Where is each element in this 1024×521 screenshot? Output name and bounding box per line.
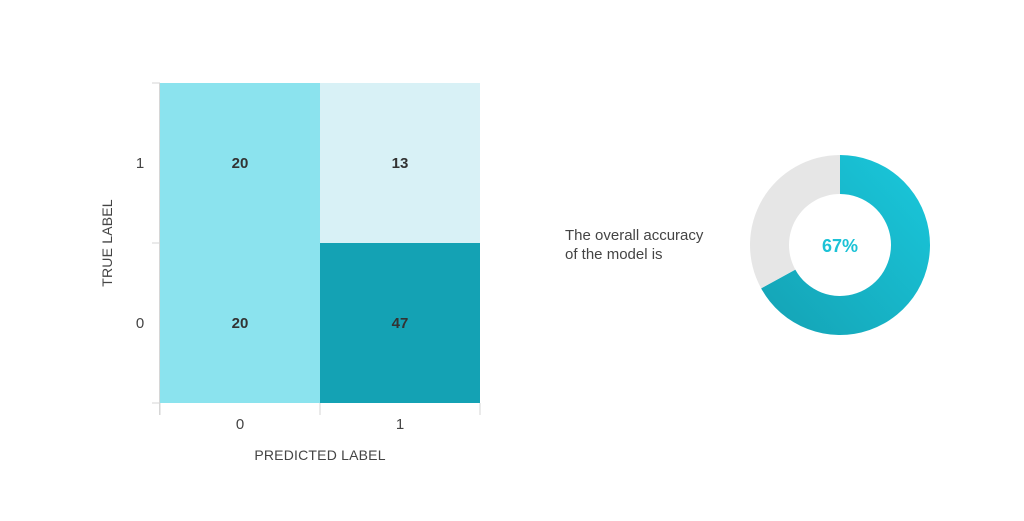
matrix-cells: 20 13 20 47 — [160, 83, 480, 403]
matrix-cell-value-1-1: 47 — [392, 315, 409, 332]
donut-slices — [750, 155, 930, 335]
matrix-cell-0-0 — [160, 83, 320, 243]
donut-center-label: 67% — [822, 236, 858, 256]
matrix-axes: 1 0 0 1 — [136, 82, 481, 433]
confusion-matrix-chart: 20 13 20 47 1 0 0 1 TRUE LABEL PREDICTED LABEL — [99, 82, 481, 463]
y-tick-label-1: 0 — [136, 315, 144, 332]
matrix-cell-value-0-1: 13 — [392, 155, 409, 172]
matrix-cell-1-0 — [160, 243, 320, 403]
matrix-cell-0-1 — [320, 83, 480, 243]
matrix-cell-value-1-0: 20 — [232, 315, 249, 332]
matrix-cell-value-0-0: 20 — [232, 155, 249, 172]
x-tick-label-1: 1 — [396, 416, 404, 433]
y-tick-label-0: 1 — [136, 155, 144, 172]
accuracy-caption-line-2: of the model is — [565, 246, 663, 263]
accuracy-caption: The overall accuracy of the model is — [565, 226, 755, 264]
y-axis-title: TRUE LABEL — [99, 199, 115, 287]
matrix-cell-1-1 — [320, 243, 480, 403]
x-axis-title: PREDICTED LABEL — [254, 447, 385, 463]
donut-slice-correct — [761, 155, 930, 335]
accuracy-donut-chart: 67% — [750, 155, 930, 335]
donut-slice-incorrect — [750, 155, 840, 289]
accuracy-caption-line-1: The overall accuracy — [565, 227, 704, 244]
x-tick-label-0: 0 — [236, 416, 244, 433]
